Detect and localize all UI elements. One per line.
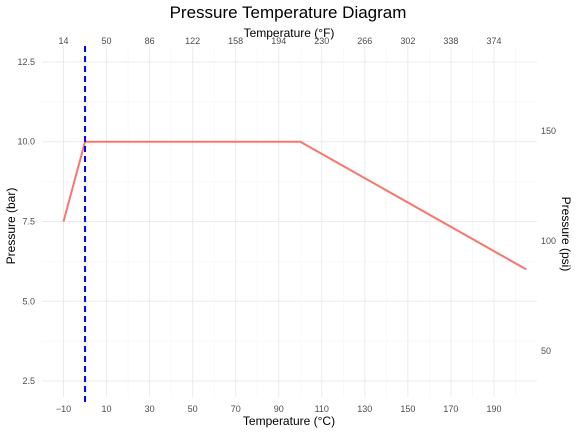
top-axis-tick-label: 86 bbox=[145, 36, 155, 46]
x-tick-label: 70 bbox=[231, 404, 241, 414]
top-axis-tick-label: 374 bbox=[486, 36, 501, 46]
x-tick-label: 90 bbox=[274, 404, 284, 414]
x-tick-label: 30 bbox=[145, 404, 155, 414]
y-tick-label: 10.0 bbox=[17, 137, 35, 147]
x-tick-label: −10 bbox=[56, 404, 71, 414]
y-axis-title: Pressure (bar) bbox=[4, 188, 18, 265]
y-tick-label: 2.5 bbox=[22, 376, 35, 386]
x-tick-label: 190 bbox=[486, 404, 501, 414]
top-axis-tick-label: 194 bbox=[271, 36, 286, 46]
secondary-y-axis-title: Pressure (psi) bbox=[559, 197, 573, 272]
top-axis-tick-label: 14 bbox=[59, 36, 69, 46]
top-axis-tick-label: 266 bbox=[357, 36, 372, 46]
top-axis-tick-label: 50 bbox=[102, 36, 112, 46]
y-tick-label: 5.0 bbox=[22, 296, 35, 306]
secondary-y-tick-label: 150 bbox=[541, 126, 556, 136]
top-axis-tick-label: 230 bbox=[314, 36, 329, 46]
chart-title: Pressure Temperature Diagram bbox=[170, 3, 407, 22]
y-tick-label: 12.5 bbox=[17, 57, 35, 67]
x-tick-label: 50 bbox=[188, 404, 198, 414]
pressure-series-line bbox=[62, 140, 527, 271]
top-axis-tick-label: 302 bbox=[400, 36, 415, 46]
top-axis-tick-label: 338 bbox=[443, 36, 458, 46]
x-tick-label: 110 bbox=[315, 404, 329, 414]
x-axis-title: Temperature (°C) bbox=[243, 414, 335, 428]
plot-marks bbox=[62, 46, 527, 405]
x-tick-label: 170 bbox=[443, 404, 458, 414]
x-tick-label: 130 bbox=[357, 404, 372, 414]
top-axis-tick-label: 122 bbox=[185, 36, 200, 46]
tick-labels: −10 10 30 50 70 90 110 130 150 170 190 2.5 5.0 7.5 10.… bbox=[17, 36, 556, 414]
top-axis-tick-label: 158 bbox=[228, 36, 243, 46]
x-tick-label: 10 bbox=[102, 404, 112, 414]
x-tick-label: 150 bbox=[400, 404, 415, 414]
grid bbox=[42, 46, 537, 397]
top-axis-title: Temperature (°F) bbox=[244, 26, 335, 40]
secondary-y-tick-label: 50 bbox=[541, 346, 551, 356]
y-tick-label: 7.5 bbox=[22, 217, 35, 227]
secondary-y-tick-label: 100 bbox=[541, 236, 556, 246]
